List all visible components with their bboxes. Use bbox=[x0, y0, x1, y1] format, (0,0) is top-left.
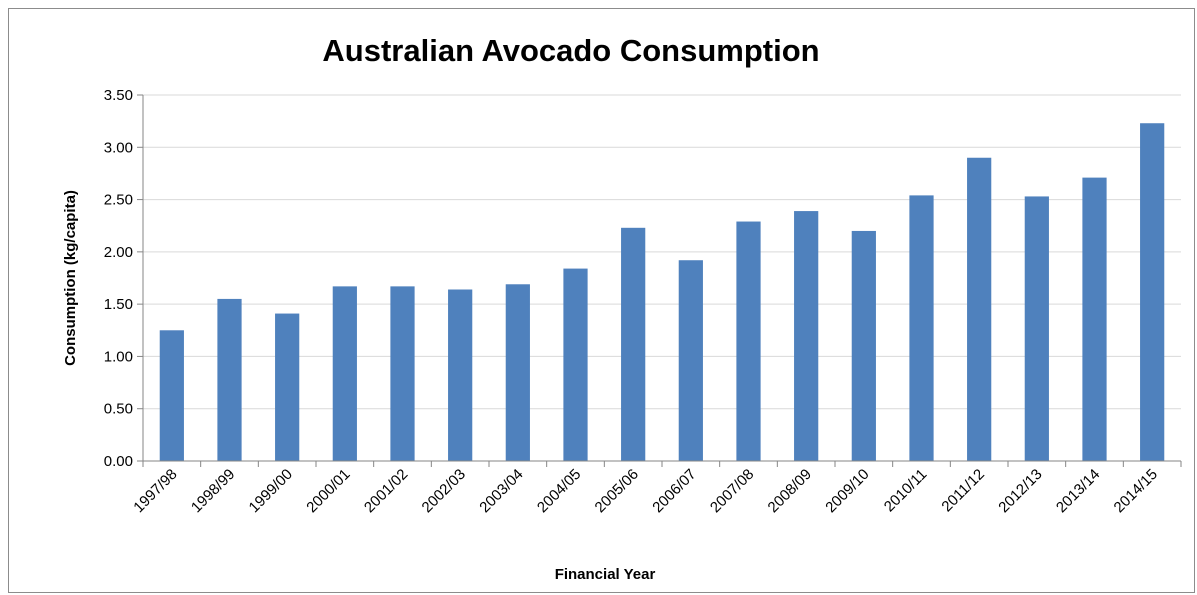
bar bbox=[275, 313, 300, 461]
bar bbox=[1082, 177, 1107, 461]
x-tick-label: 2009/10 bbox=[822, 466, 872, 516]
bar bbox=[505, 284, 530, 461]
bar bbox=[563, 268, 588, 461]
y-axis-title: Consumption (kg/capita) bbox=[62, 190, 79, 366]
bar bbox=[621, 227, 646, 461]
bar bbox=[736, 221, 761, 461]
x-axis-title: Financial Year bbox=[555, 566, 656, 583]
bar bbox=[448, 289, 473, 461]
bar bbox=[217, 298, 242, 461]
x-tick-label: 2007/08 bbox=[707, 466, 757, 516]
y-tick-label: 2.50 bbox=[104, 192, 133, 209]
bar bbox=[794, 211, 819, 461]
bar bbox=[332, 286, 357, 461]
y-tick-labels: 0.00 0.50 1.00 1.50 2.00 2.50 3.00 3.50 bbox=[104, 87, 133, 470]
x-tick-label: 1998/99 bbox=[188, 466, 238, 516]
x-tick-label: 2014/15 bbox=[1111, 466, 1161, 516]
x-tick-label: 2003/04 bbox=[476, 466, 526, 516]
y-tick-label: 3.50 bbox=[104, 87, 133, 104]
bar bbox=[909, 195, 934, 462]
axes bbox=[142, 95, 1182, 467]
chart-title: Australian Avocado Consumption bbox=[322, 33, 819, 68]
bar bbox=[159, 330, 184, 461]
gridlines bbox=[137, 94, 1181, 462]
x-tick-label: 2002/03 bbox=[419, 466, 469, 516]
bars bbox=[159, 123, 1165, 462]
x-tick-label: 2005/06 bbox=[592, 466, 642, 516]
x-tick-label: 1997/98 bbox=[130, 466, 180, 516]
x-tick-label: 2010/11 bbox=[881, 466, 931, 516]
bar-chart: Australian Avocado Consumption 0.00 0.50 1… bbox=[62, 33, 1182, 583]
y-tick-label: 3.00 bbox=[104, 139, 133, 156]
y-tick-label: 1.00 bbox=[104, 348, 133, 365]
y-tick-label: 0.00 bbox=[104, 453, 133, 470]
bar bbox=[1140, 123, 1165, 461]
x-tick-labels: 1997/98 1998/99 1999/00 2000/01 2001/02 2002/… bbox=[130, 466, 1161, 516]
bar bbox=[390, 286, 415, 461]
bar bbox=[1024, 196, 1049, 462]
x-tick-label: 2013/14 bbox=[1053, 466, 1103, 516]
bar bbox=[851, 230, 876, 461]
x-tick-label: 2004/05 bbox=[534, 466, 584, 516]
y-tick-label: 2.00 bbox=[104, 244, 133, 261]
y-tick-label: 0.50 bbox=[104, 401, 133, 418]
x-tick-label: 1999/00 bbox=[246, 466, 296, 516]
bar bbox=[678, 260, 703, 461]
y-tick-label: 1.50 bbox=[104, 296, 133, 313]
bar bbox=[967, 157, 992, 461]
x-tick-label: 2006/07 bbox=[649, 466, 699, 516]
x-tick-label: 2008/09 bbox=[765, 466, 815, 516]
chart-container: Australian Avocado Consumption 0.00 0.50 1… bbox=[8, 8, 1195, 593]
x-tick-label: 2001/02 bbox=[361, 466, 411, 516]
x-tick-label: 2012/13 bbox=[995, 466, 1045, 516]
x-tick-label: 2000/01 bbox=[303, 466, 353, 516]
x-tick-label: 2011/12 bbox=[938, 466, 988, 516]
